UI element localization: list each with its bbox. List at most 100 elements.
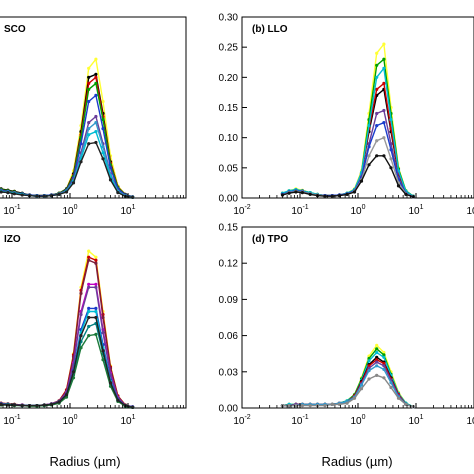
- y-tick-label: 0.25: [219, 43, 239, 54]
- data-point: [382, 376, 386, 380]
- data-point: [79, 142, 83, 146]
- data-point: [94, 309, 98, 314]
- data-point: [87, 324, 91, 329]
- series-line-1: [282, 344, 414, 408]
- data-point: [367, 163, 371, 167]
- y-tick-label: 0.05: [219, 163, 239, 174]
- data-point: [389, 385, 393, 390]
- x-tick-label: 10-2: [233, 414, 250, 427]
- data-point: [87, 309, 91, 314]
- data-point: [367, 369, 371, 373]
- plot-frame: [241, 16, 474, 199]
- data-point: [12, 192, 16, 196]
- data-point: [87, 249, 91, 253]
- data-point: [382, 350, 386, 355]
- data-point: [382, 355, 386, 359]
- data-point: [131, 405, 135, 409]
- data-point: [57, 192, 61, 196]
- data-point: [64, 393, 69, 397]
- data-point: [359, 383, 364, 387]
- data-point: [375, 343, 379, 347]
- data-point: [116, 191, 120, 195]
- data-point: [108, 178, 113, 182]
- data-point: [42, 403, 46, 407]
- data-point: [94, 332, 98, 336]
- data-point: [87, 306, 91, 310]
- x-tick-label: 100: [350, 414, 365, 427]
- data-point: [101, 151, 105, 155]
- data-point: [330, 402, 334, 406]
- x-tick-label: 10-1: [291, 414, 308, 427]
- data-point: [94, 93, 98, 97]
- data-point: [101, 358, 105, 362]
- data-point: [94, 75, 98, 79]
- data-point: [287, 191, 291, 195]
- data-point: [352, 190, 357, 194]
- x-tick-label: 10-1: [3, 204, 20, 217]
- data-point: [300, 404, 304, 408]
- data-point: [87, 334, 91, 338]
- data-point: [382, 154, 386, 158]
- data-point: [382, 367, 386, 371]
- x-axis-label: Radius (µm): [321, 454, 392, 469]
- data-point: [87, 315, 91, 320]
- data-point: [375, 63, 379, 67]
- y-tick-label: 0.12: [219, 259, 239, 270]
- plot-frame: [241, 226, 474, 409]
- data-point: [79, 312, 83, 317]
- data-point: [367, 377, 371, 381]
- data-point: [375, 124, 379, 128]
- data-point: [101, 331, 105, 335]
- data-point: [94, 255, 98, 259]
- data-point: [94, 121, 98, 125]
- data-point: [389, 381, 393, 385]
- x-tick-label: 10-1: [3, 414, 20, 427]
- data-point: [0, 402, 3, 406]
- data-point: [87, 142, 91, 146]
- data-point: [375, 154, 379, 158]
- data-point: [389, 166, 393, 170]
- data-point: [294, 404, 298, 408]
- data-point: [352, 396, 357, 400]
- data-point: [94, 140, 98, 145]
- data-point: [359, 179, 364, 183]
- data-point: [87, 81, 91, 85]
- data-point: [382, 66, 386, 70]
- data-point: [71, 370, 76, 374]
- data-point: [6, 191, 10, 195]
- data-point: [345, 192, 349, 196]
- x-tick-label: 10-2: [233, 204, 250, 217]
- data-point: [375, 139, 379, 143]
- data-point: [94, 258, 98, 262]
- x-tick-label: 100: [350, 204, 365, 217]
- data-point: [87, 75, 91, 79]
- data-point: [375, 75, 379, 79]
- data-point: [323, 194, 327, 198]
- plot-frame: [0, 16, 187, 199]
- data-point: [94, 285, 98, 289]
- data-point: [101, 118, 105, 122]
- data-point: [101, 99, 105, 104]
- data-point: [94, 315, 98, 320]
- y-tick-label: 0.10: [219, 133, 239, 144]
- data-point: [375, 373, 379, 377]
- data-point: [375, 51, 379, 55]
- data-point: [94, 72, 98, 76]
- data-point: [330, 194, 334, 198]
- data-point: [108, 381, 113, 385]
- y-tick-label: 0.09: [219, 295, 239, 306]
- data-point: [375, 360, 379, 364]
- y-tick-label: 0.30: [219, 13, 239, 24]
- data-point: [94, 114, 98, 119]
- y-tick-label: 0.00: [219, 404, 239, 415]
- data-point: [101, 127, 105, 131]
- data-point: [367, 145, 371, 149]
- x-axis-label: Radius (µm): [49, 454, 120, 469]
- x-tick-label: 102: [466, 204, 474, 217]
- data-point: [57, 400, 61, 404]
- y-tick-label: 0.15: [219, 103, 239, 114]
- data-point: [42, 194, 46, 198]
- y-tick-label: 0.15: [219, 223, 239, 234]
- data-point: [389, 157, 393, 161]
